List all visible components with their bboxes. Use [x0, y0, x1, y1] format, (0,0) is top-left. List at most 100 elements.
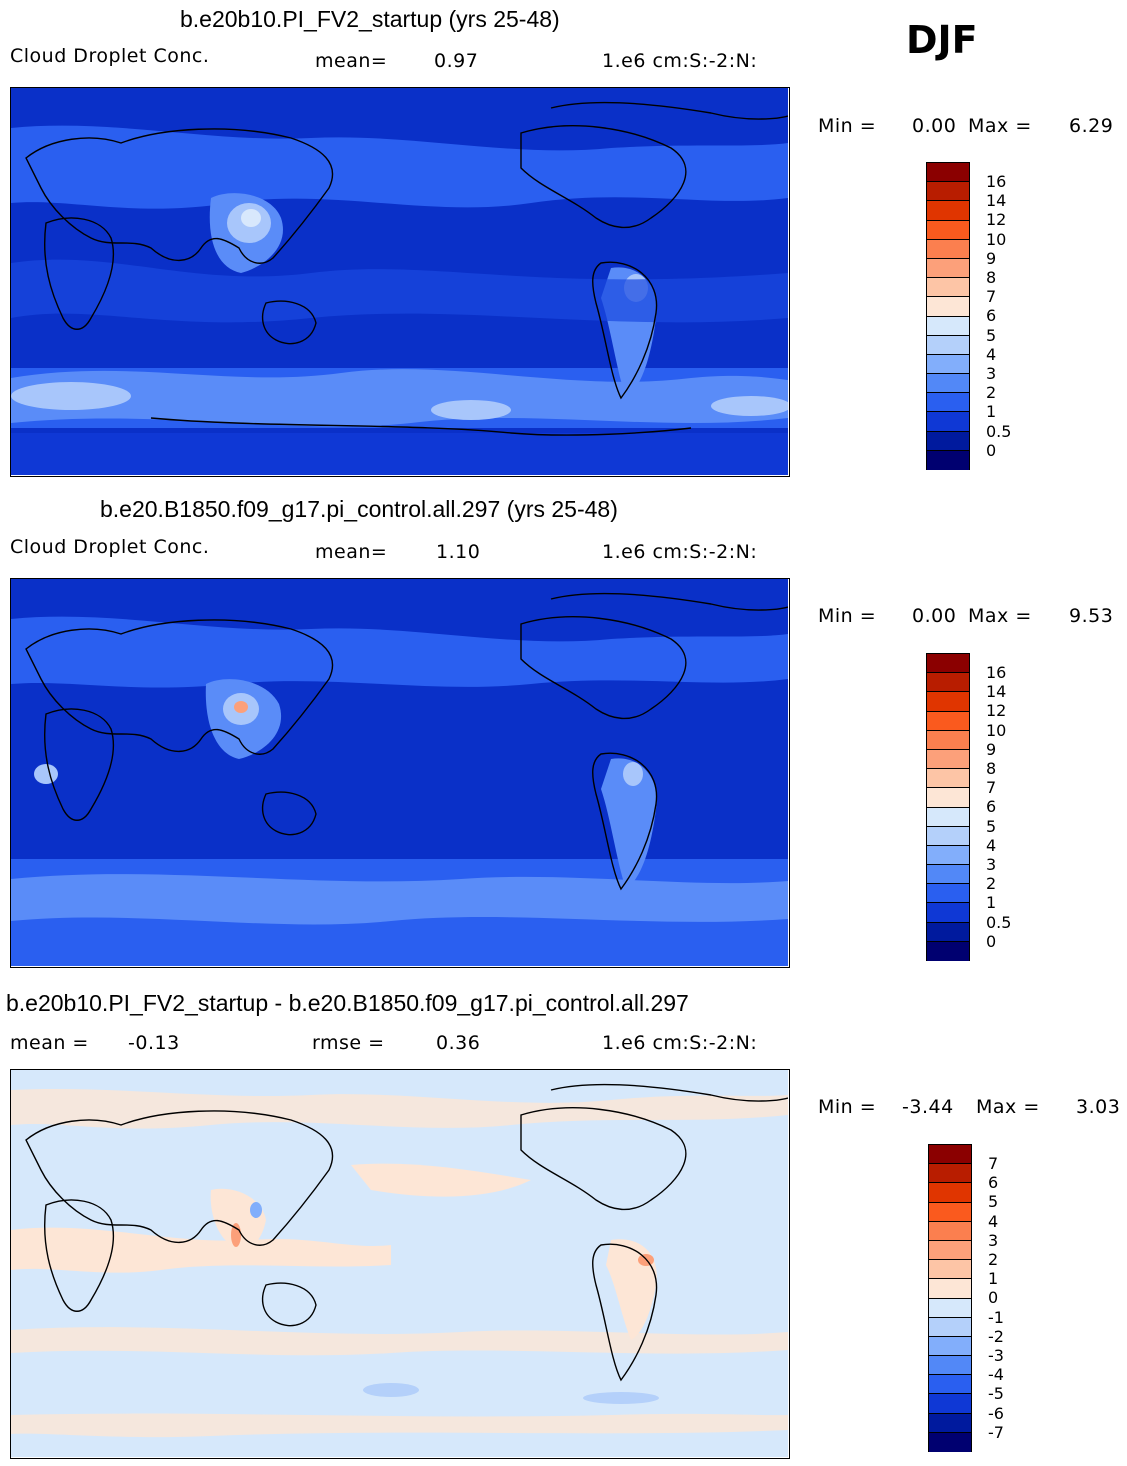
panel-3-tick: -4 [988, 1365, 1004, 1384]
panel-3-title: b.e20b10.PI_FV2_startup - b.e20.B1850.f0… [6, 990, 689, 1016]
panel-2-colorbar-box [927, 884, 969, 904]
panel-1-tick: 8 [986, 268, 997, 287]
panel-3-mean-value: -0.13 [128, 1032, 180, 1054]
panel-3-colorbar-box [929, 1317, 971, 1337]
panel-3-max-label: Max = [976, 1096, 1040, 1118]
panel-2-colorbar-box [927, 788, 969, 808]
panel-1-colorbar-box [927, 374, 969, 394]
panel-2-tick: 16 [986, 663, 1007, 682]
panel-1-tick: 14 [986, 191, 1007, 210]
panel-3-colorbar-box [929, 1394, 971, 1414]
panel-3-rmse-value: 0.36 [436, 1032, 481, 1054]
panel-2-tick: 14 [986, 682, 1007, 701]
panel-3-colorbar-box [929, 1145, 971, 1165]
panel-3-tick: -3 [988, 1346, 1004, 1365]
panel-2-max-value: 9.53 [1069, 605, 1114, 627]
panel-1-variable-label: Cloud Droplet Conc. [10, 45, 210, 67]
panel-2-tick: 0 [986, 932, 997, 951]
panel-1-tick: 7 [986, 287, 997, 306]
panel-3-colorbar-box [929, 1164, 971, 1184]
panel-2-colorbar [926, 653, 970, 961]
panel-2-units: 1.e6 cm:S:-2:N: [602, 541, 758, 563]
panel-1-mean-label: mean= [315, 50, 388, 72]
panel-1-tick: 2 [986, 383, 997, 402]
panel-2-tick: 5 [986, 817, 997, 836]
panel-1-tick: 16 [986, 172, 1007, 191]
panel-2-colorbar-box [927, 730, 969, 750]
panel-3-min-label: Min = [818, 1096, 877, 1118]
panel-1-tick: 5 [986, 326, 997, 345]
panel-1-colorbar-box [927, 335, 969, 355]
panel-2-tick: 0.5 [986, 913, 1012, 932]
panel-2-colorbar-box [927, 922, 969, 942]
panel-2-tick: 12 [986, 701, 1007, 720]
panel-3-tick: -5 [988, 1384, 1004, 1403]
panel-3-tick: 6 [988, 1173, 999, 1192]
panel-2-min-label: Min = [818, 605, 877, 627]
panel-2-mean-label: mean= [315, 541, 388, 563]
panel-2-colorbar-box [927, 903, 969, 923]
panel-1-colorbar-box [927, 163, 969, 183]
panel-2-tick: 2 [986, 874, 997, 893]
panel-1-tick: 4 [986, 345, 997, 364]
panel-1-colorbar-box [927, 258, 969, 279]
panel-3-map [10, 1069, 790, 1459]
panel-2-colorbar-box [927, 654, 969, 674]
panel-1-max-value: 6.29 [1069, 115, 1114, 137]
panel-1-colorbar-box [927, 431, 969, 451]
panel-1-tick: 1 [986, 402, 997, 421]
panel-3-min-value: -3.44 [902, 1096, 954, 1118]
panel-2-colorbar-box [927, 941, 969, 961]
panel-3-tick: -1 [988, 1308, 1004, 1327]
panel-3-tick: 3 [988, 1231, 999, 1250]
panel-2-tick: 4 [986, 836, 997, 855]
panel-1-tick: 0 [986, 441, 997, 460]
panel-3-tick: 4 [988, 1212, 999, 1231]
panel-2-colorbar-box [927, 711, 969, 731]
panel-1-max-label: Max = [968, 115, 1032, 137]
panel-3-tick: 2 [988, 1250, 999, 1269]
panel-2-variable-label: Cloud Droplet Conc. [10, 536, 210, 558]
panel-2-tick: 7 [986, 778, 997, 797]
panel-1-colorbar-box [927, 450, 969, 470]
panel-3-tick: -6 [988, 1404, 1004, 1423]
panel-2-tick: 9 [986, 740, 997, 759]
panel-3-colorbar-box [929, 1202, 971, 1222]
panel-3-tick: 5 [988, 1192, 999, 1211]
panel-2-min-value: 0.00 [912, 605, 957, 627]
panel-3-colorbar-box [929, 1279, 971, 1299]
panel-3-tick: -7 [988, 1423, 1004, 1442]
panel-3-colorbar-box [929, 1413, 971, 1433]
panel-1-colorbar-box [927, 393, 969, 413]
panel-1-min-label: Min = [818, 115, 877, 137]
panel-3-tick: 0 [988, 1288, 999, 1307]
panel-2-tick: 1 [986, 893, 997, 912]
panel-2-colorbar-box [927, 692, 969, 712]
panel-2-tick: 3 [986, 855, 997, 874]
panel-3-max-value: 3.03 [1076, 1096, 1121, 1118]
panel-3-colorbar-box [929, 1240, 971, 1261]
panel-2-colorbar-box [927, 673, 969, 693]
panel-1-tick: 6 [986, 306, 997, 325]
panel-3-units: 1.e6 cm:S:-2:N: [602, 1032, 758, 1054]
panel-2-tick: 10 [986, 721, 1007, 740]
panel-1-tick: 3 [986, 364, 997, 383]
panel-3-colorbar-box [929, 1221, 971, 1241]
panel-3-colorbar-box [929, 1432, 971, 1452]
panel-1-min-value: 0.00 [912, 115, 957, 137]
panel-1-colorbar-box [927, 201, 969, 221]
panel-3-colorbar-box [929, 1356, 971, 1376]
panel-3-colorbar-box [929, 1260, 971, 1280]
panel-1-mean-value: 0.97 [434, 50, 479, 72]
panel-1-colorbar-box [927, 412, 969, 432]
panel-1-title: b.e20b10.PI_FV2_startup (yrs 25-48) [180, 6, 560, 32]
panel-3-mean-label: mean = [10, 1032, 89, 1054]
panel-3-tick: 1 [988, 1269, 999, 1288]
panel-1-colorbar-box [927, 278, 969, 298]
panel-3-colorbar-box [929, 1375, 971, 1395]
panel-3-colorbar-box [929, 1298, 971, 1318]
panel-1-colorbar-box [927, 316, 969, 336]
panel-1-colorbar-box [927, 220, 969, 240]
panel-2-tick: 6 [986, 797, 997, 816]
panel-1-colorbar-box [927, 239, 969, 259]
